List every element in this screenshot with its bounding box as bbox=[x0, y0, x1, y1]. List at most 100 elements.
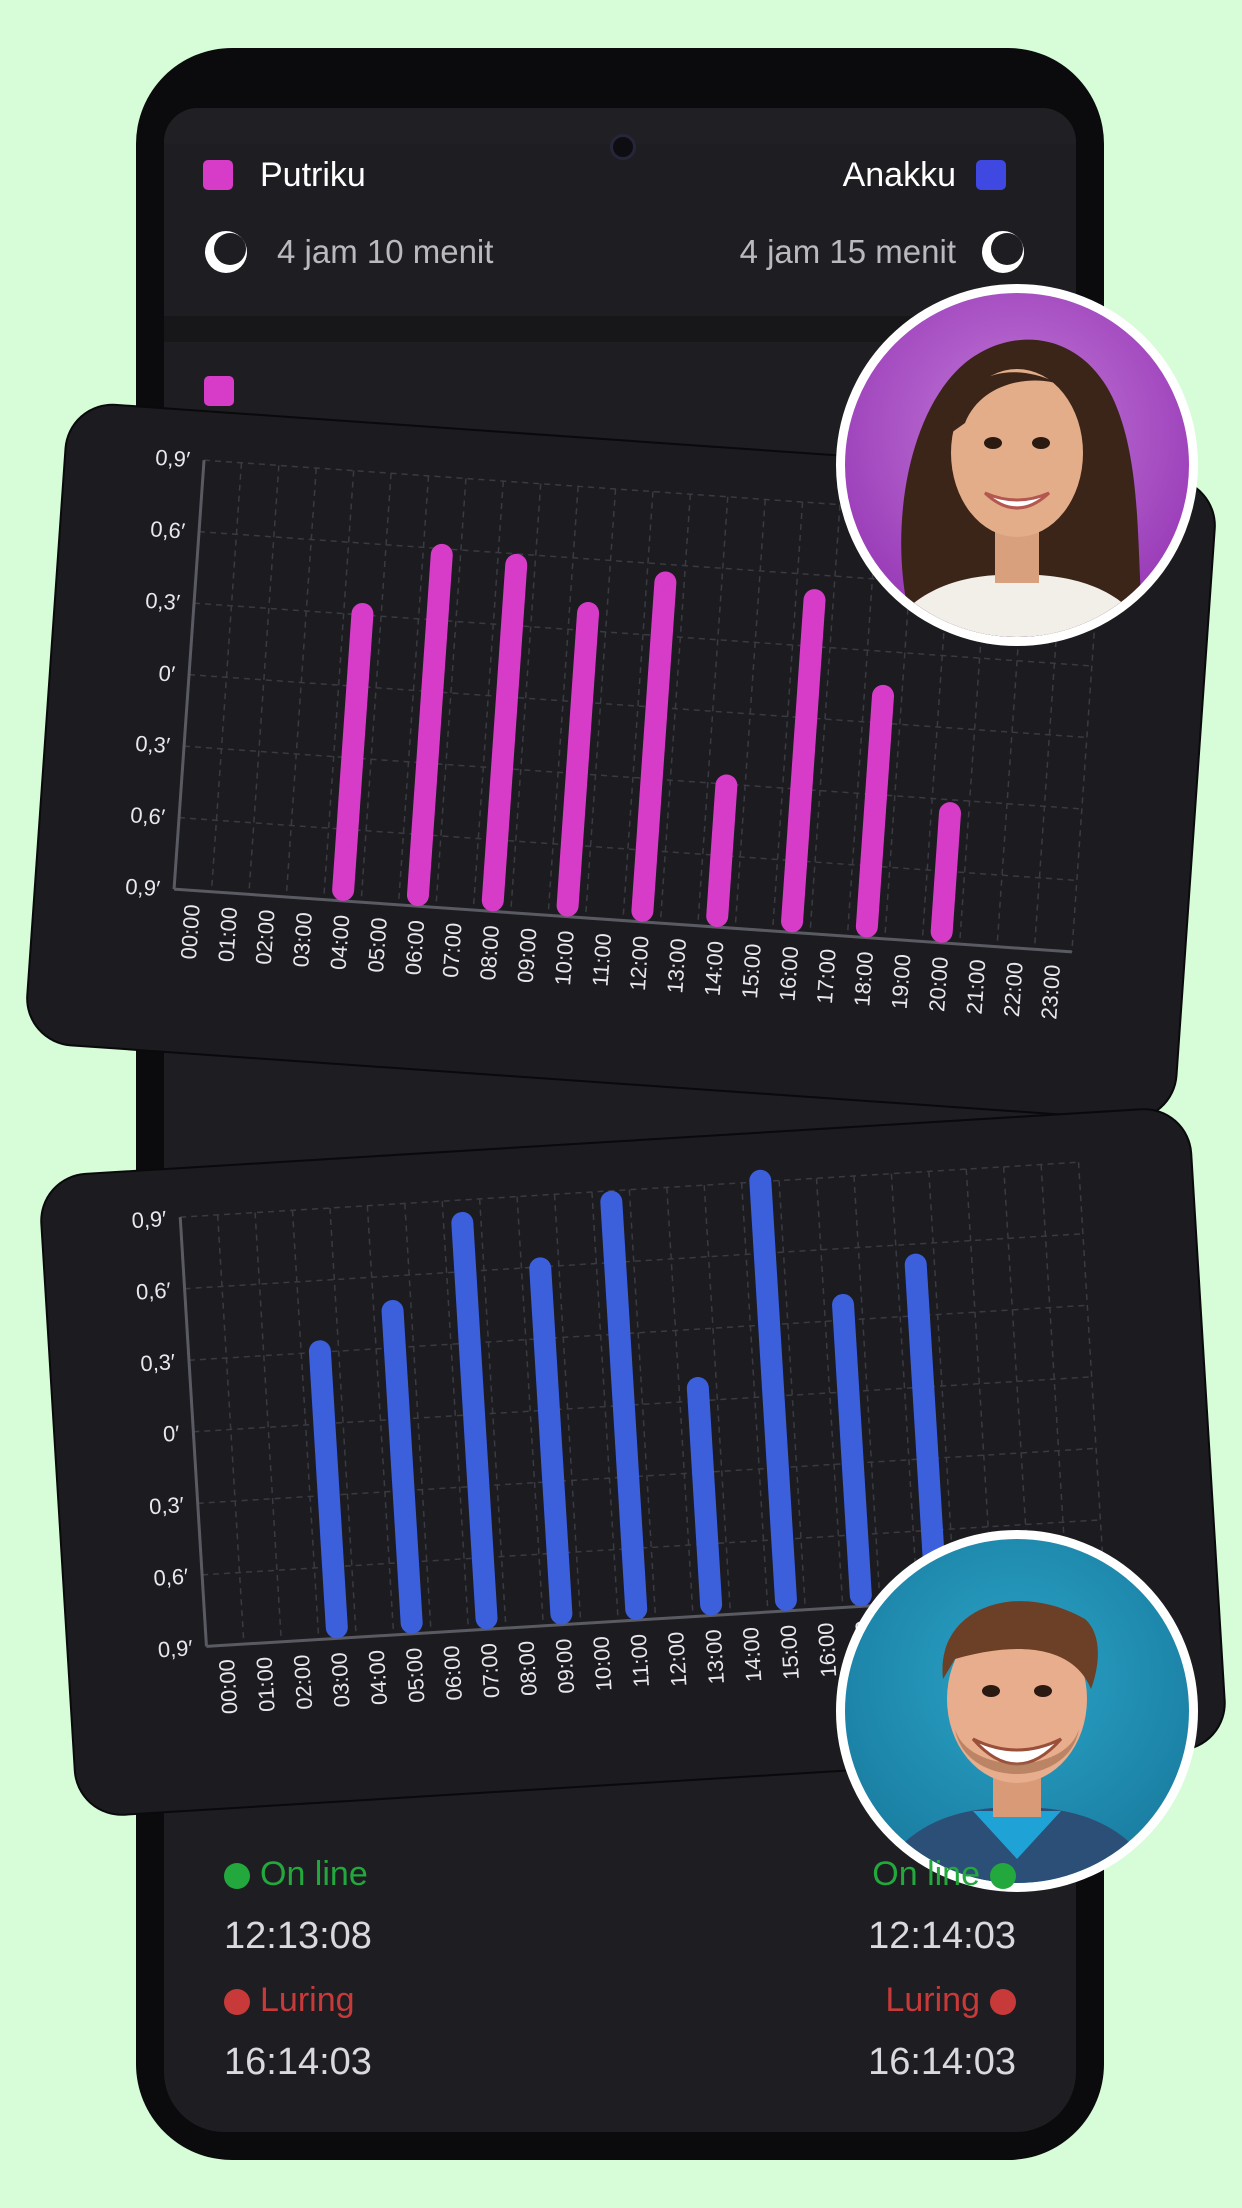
y-tick-label: 0′ bbox=[162, 1421, 180, 1447]
x-tick-label: 23:00 bbox=[1036, 964, 1065, 1021]
bar-1900 bbox=[904, 1253, 947, 1602]
x-tick-label: 12:00 bbox=[663, 1631, 691, 1687]
y-tick-label: 0,9′ bbox=[157, 1635, 193, 1662]
bar-0300 bbox=[308, 1340, 348, 1639]
anakku-online-time: 12:14:03 bbox=[868, 1915, 1016, 1957]
grid-line-horizontal bbox=[183, 745, 1082, 810]
bar-1500 bbox=[749, 1169, 797, 1611]
anakku-luring-status: Luring bbox=[885, 1980, 1016, 2020]
x-tick-label: 22:00 bbox=[999, 961, 1028, 1018]
x-tick-label: 00:00 bbox=[176, 904, 205, 961]
putriku-portrait-image bbox=[885, 339, 1149, 637]
bar-1600 bbox=[781, 589, 826, 933]
grid-line-vertical bbox=[809, 504, 841, 934]
x-tick-label: 02:00 bbox=[251, 909, 280, 966]
grid-line-vertical bbox=[248, 465, 280, 895]
moon-icon bbox=[205, 231, 247, 273]
x-tick-label: 12:00 bbox=[625, 935, 654, 992]
y-tick-label: 0,6′ bbox=[153, 1564, 189, 1591]
anakku-online-status: On line bbox=[872, 1854, 1016, 1894]
grid-line-vertical bbox=[815, 1178, 844, 1608]
x-tick-label: 02:00 bbox=[289, 1654, 317, 1710]
online-label: On line bbox=[872, 1855, 980, 1893]
bar-1000 bbox=[556, 602, 600, 917]
luring-label: Luring bbox=[260, 1981, 355, 2019]
x-tick-label: 16:00 bbox=[813, 1622, 841, 1678]
x-tick-label: 21:00 bbox=[962, 959, 991, 1016]
online-dot-icon bbox=[224, 1863, 250, 1890]
bar-0400 bbox=[332, 602, 374, 901]
grid-line-vertical bbox=[322, 470, 355, 900]
x-tick-label: 01:00 bbox=[251, 1656, 279, 1712]
x-tick-label: 17:00 bbox=[812, 948, 841, 1005]
x-tick-label: 10:00 bbox=[550, 930, 579, 987]
x-tick-label: 19:00 bbox=[887, 953, 916, 1010]
y-tick-label: 0,3′ bbox=[145, 588, 181, 615]
grid-line-vertical bbox=[329, 1207, 357, 1638]
x-tick-label: 06:00 bbox=[439, 1645, 467, 1701]
putriku-luring-time: 16:14:03 bbox=[224, 2041, 372, 2083]
x-tick-label: 11:00 bbox=[626, 1633, 654, 1688]
x-tick-label: 03:00 bbox=[326, 1652, 354, 1708]
bar-2000 bbox=[930, 802, 961, 943]
putriku-online-status: On line bbox=[224, 1854, 368, 1894]
anakku-avatar[interactable] bbox=[836, 1530, 1198, 1892]
grid-line-horizontal bbox=[180, 1161, 1079, 1218]
grid-line-vertical bbox=[1077, 1162, 1106, 1592]
x-tick-label: 20:00 bbox=[924, 956, 953, 1013]
x-tick-label: 13:00 bbox=[662, 938, 691, 995]
x-tick-label: 01:00 bbox=[213, 906, 242, 963]
grid-line-horizontal bbox=[193, 1376, 1092, 1433]
y-axis bbox=[172, 460, 206, 890]
grid-line-horizontal bbox=[202, 1519, 1101, 1576]
bar-0800 bbox=[481, 553, 528, 912]
y-tick-label: 0,6′ bbox=[150, 516, 186, 543]
putriku-sleep-duration: 4 jam 10 menit bbox=[277, 233, 494, 270]
grid-line-horizontal bbox=[188, 673, 1087, 739]
putriku-avatar[interactable] bbox=[836, 284, 1198, 646]
y-tick-label: 0′ bbox=[158, 661, 176, 687]
x-tick-label: 08:00 bbox=[475, 924, 504, 981]
putriku-color-square bbox=[203, 160, 233, 190]
anakku-label: Anakku bbox=[842, 156, 956, 194]
grid-line-horizontal bbox=[188, 1304, 1088, 1362]
grid-line-horizontal bbox=[193, 602, 1092, 667]
y-axis bbox=[178, 1217, 208, 1647]
bar-1100 bbox=[600, 1190, 648, 1621]
bar-1800 bbox=[855, 684, 894, 938]
anakku-luring-time: 16:14:03 bbox=[868, 2041, 1016, 2083]
x-tick-label: 05:00 bbox=[363, 917, 392, 974]
x-tick-label: 14:00 bbox=[738, 1626, 766, 1682]
online-dot-icon bbox=[990, 1863, 1016, 1890]
y-tick-label: 0,3′ bbox=[140, 1349, 176, 1376]
x-tick-label: 18:00 bbox=[849, 951, 878, 1008]
grid-line-vertical bbox=[622, 491, 654, 921]
grid-line-vertical bbox=[703, 1185, 732, 1615]
grid-line-vertical bbox=[254, 1212, 283, 1642]
x-tick-label: 13:00 bbox=[701, 1629, 729, 1685]
putriku-sleep-chart: 0,9′ 0,6′ 0,3′ 0′ 0,3′ 0,6′ 0,9′ 00:00 01:00 02:0… bbox=[125, 445, 1103, 1021]
x-tick-label: 15:00 bbox=[737, 943, 766, 1000]
x-tick-label: 04:00 bbox=[364, 1649, 392, 1705]
putriku-label: Putriku bbox=[260, 156, 366, 194]
moon-icon bbox=[982, 231, 1024, 273]
grid-line-horizontal bbox=[197, 1447, 1097, 1505]
grid-line-vertical bbox=[509, 483, 542, 913]
y-tick-label: 0,3′ bbox=[148, 1492, 184, 1519]
bar-0500 bbox=[381, 1299, 423, 1634]
y-tick-label: 0,6′ bbox=[135, 1278, 171, 1305]
y-tick-label: 0,9′ bbox=[131, 1206, 167, 1233]
x-tick-label: 05:00 bbox=[401, 1647, 429, 1703]
x-tick-label: 10:00 bbox=[588, 1636, 616, 1692]
x-tick-label: 00:00 bbox=[214, 1658, 242, 1714]
grid-line-vertical bbox=[697, 496, 729, 926]
bar-1700 bbox=[832, 1293, 872, 1607]
x-tick-label: 09:00 bbox=[551, 1638, 579, 1694]
luring-label: Luring bbox=[885, 1981, 980, 2019]
y-tick-label: 0,9′ bbox=[125, 874, 161, 901]
grid-line-horizontal bbox=[184, 1233, 1083, 1290]
grid-line-vertical bbox=[441, 1201, 470, 1631]
anakku-sleep-duration: 4 jam 15 menit bbox=[739, 233, 956, 270]
x-tick-label: 03:00 bbox=[288, 911, 317, 968]
x-tick-label: 07:00 bbox=[476, 1642, 504, 1698]
